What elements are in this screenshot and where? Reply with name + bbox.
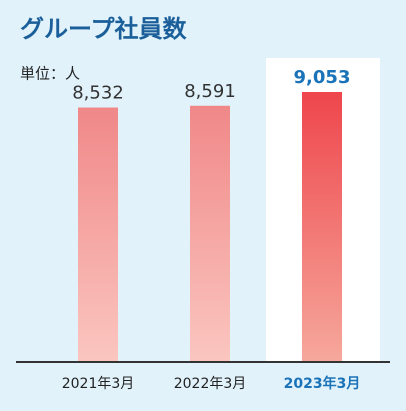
bar [302, 92, 342, 362]
x-tick-label: 2023年3月 [284, 375, 361, 392]
x-tick-label: 2021年3月 [62, 376, 135, 392]
x-tick-label: 2022年3月 [174, 376, 247, 392]
value-label: 8,591 [184, 81, 236, 102]
chart-title: グループ社員数 [20, 15, 188, 43]
bar [78, 107, 118, 362]
unit-label: 単位：人 [20, 65, 80, 83]
value-label: 8,532 [72, 83, 124, 104]
bar [190, 105, 230, 362]
value-label: 9,053 [294, 67, 351, 88]
